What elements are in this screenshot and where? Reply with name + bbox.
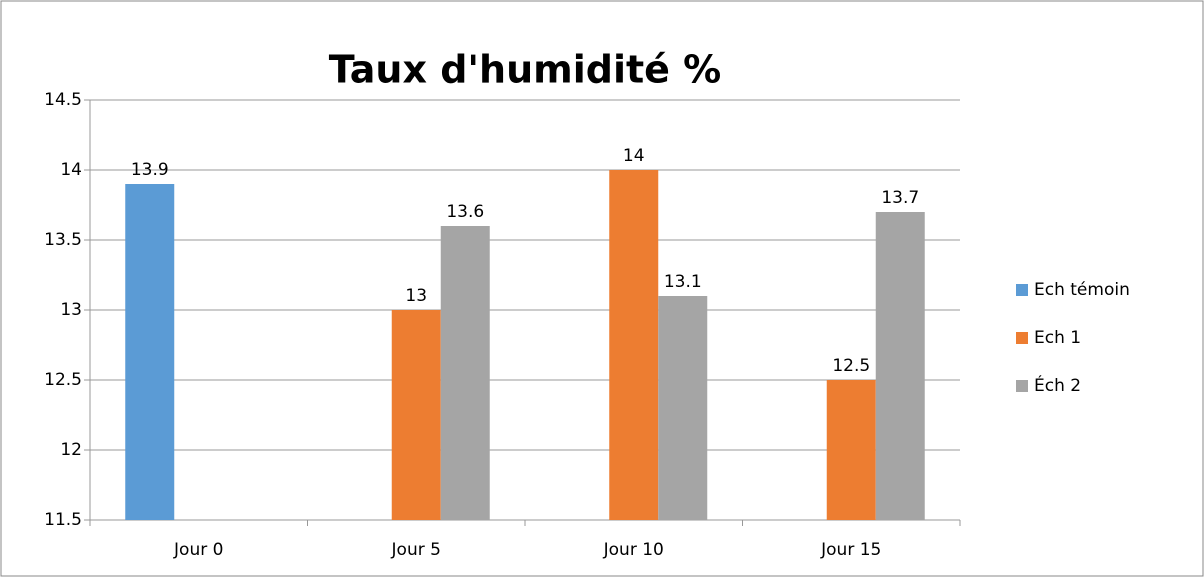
y-tick-label: 14 [60,160,82,180]
y-tick-label: 13.5 [44,230,82,250]
x-tick-label: Jour 10 [603,540,664,560]
legend-label: Éch 2 [1034,374,1081,396]
x-tick-label: Jour 5 [391,540,441,560]
data-label: 14 [623,146,645,166]
y-tick-label: 14.5 [44,90,82,110]
y-tick-label: 12 [60,440,82,460]
legend-swatch [1016,380,1028,392]
chart-title: Taux d'humidité % [329,48,722,92]
bar [125,184,175,520]
y-tick-label: 12.5 [44,370,82,390]
y-tick-label: 11.5 [44,510,82,530]
x-tick-label: Jour 15 [820,540,881,560]
bar [875,212,925,520]
data-label: 13.1 [664,272,702,292]
data-label: 13.9 [131,160,169,180]
bar [658,296,708,520]
legend-swatch [1016,332,1028,344]
y-tick-label: 13 [60,300,82,320]
data-label: 12.5 [832,356,870,376]
legend-label: Ech témoin [1034,280,1130,300]
legend-label: Ech 1 [1034,328,1081,348]
data-label: 13.7 [881,188,919,208]
data-label: 13 [405,286,427,306]
legend-swatch [1016,284,1028,296]
bar [609,170,659,520]
bar [440,226,490,520]
data-label: 13.6 [446,202,484,222]
bar [826,380,876,520]
bar [391,310,441,520]
x-tick-label: Jour 0 [173,540,223,560]
